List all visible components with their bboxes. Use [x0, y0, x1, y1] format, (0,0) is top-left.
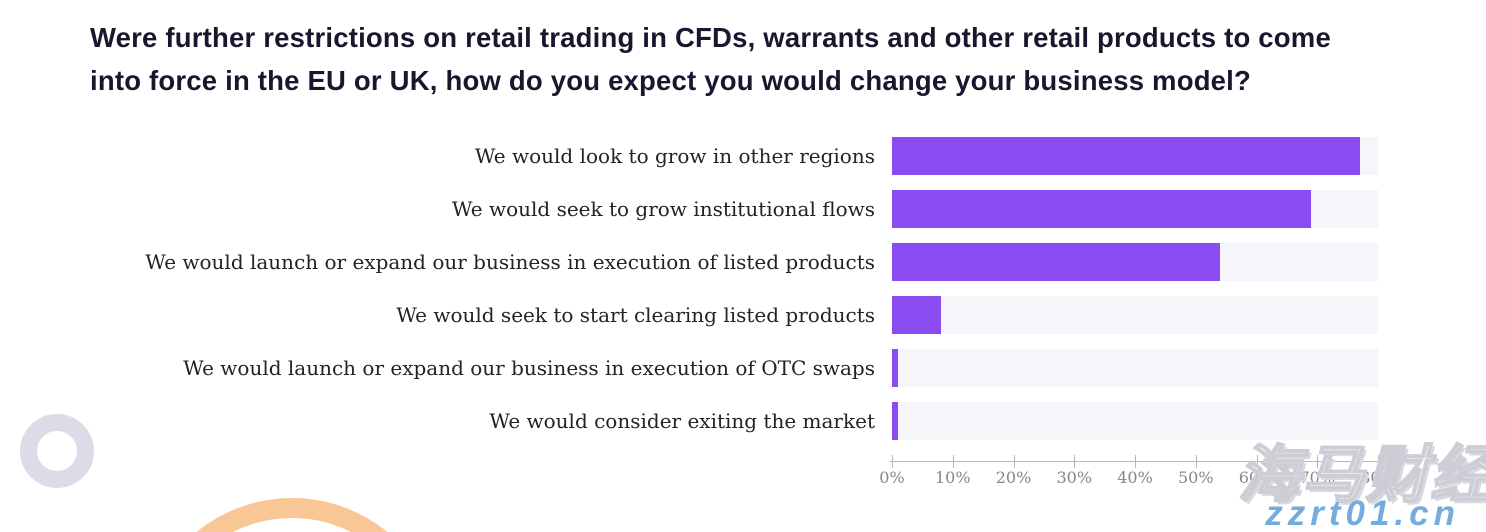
axis-tick-label: 60%: [1238, 468, 1275, 487]
category-label: We would seek to start clearing listed p…: [396, 303, 875, 327]
axis-tick-label: 80%: [1360, 468, 1396, 487]
axis-tick: [1013, 455, 1015, 468]
bar: [892, 296, 941, 334]
bar-track: [892, 402, 1378, 440]
axis-tick-label: 70%: [1299, 468, 1336, 487]
category-label: We would look to grow in other regions: [474, 144, 875, 168]
category-label: We would launch or expand our business i…: [145, 250, 875, 274]
axis-tick-label: 50%: [1177, 468, 1214, 487]
bar: [892, 137, 1360, 175]
axis-tick: [892, 455, 893, 468]
axis-tick-label: 20%: [995, 468, 1032, 487]
axis-tick: [1074, 455, 1076, 468]
axis-tick-label: 0%: [879, 468, 905, 487]
bar: [892, 402, 899, 440]
chart-row: We would consider exiting the market: [0, 402, 1486, 440]
chart-row: We would look to grow in other regions: [0, 137, 1486, 175]
chart-title: Were further restrictions on retail trad…: [90, 22, 1331, 96]
axis-tick-label: 10%: [934, 468, 971, 487]
x-axis-line: [890, 461, 1379, 462]
arc-decoration-icon: [141, 498, 443, 532]
chart-row: We would launch or expand our business i…: [0, 349, 1486, 387]
chart-row: We would seek to grow institutional flow…: [0, 190, 1486, 228]
bar: [892, 349, 899, 387]
axis-tick-label: 40%: [1117, 468, 1153, 487]
watermark-brand-text: 海马财经: [1237, 440, 1486, 511]
watermark-site-text: zzrt01.cn: [1265, 494, 1460, 532]
chart-row: We would launch or expand our business i…: [0, 243, 1486, 281]
axis-tick: [1195, 455, 1197, 468]
category-label: We would consider exiting the market: [489, 409, 875, 433]
axis-tick-label: 30%: [1056, 468, 1093, 487]
category-label: We would launch or expand our business i…: [183, 356, 875, 380]
category-label: We would seek to grow institutional flow…: [451, 197, 875, 221]
bar-track: [892, 296, 1378, 334]
bar: [892, 190, 1312, 228]
axis-tick: [1317, 455, 1319, 468]
chart-row: We would seek to start clearing listed p…: [0, 296, 1486, 334]
axis-tick: [1135, 455, 1136, 468]
bar-track: [892, 349, 1378, 387]
axis-tick: [1378, 455, 1379, 468]
bar: [892, 243, 1221, 281]
axis-tick: [952, 455, 954, 468]
axis-tick: [1256, 455, 1258, 468]
ring-decoration-icon: [20, 414, 94, 488]
